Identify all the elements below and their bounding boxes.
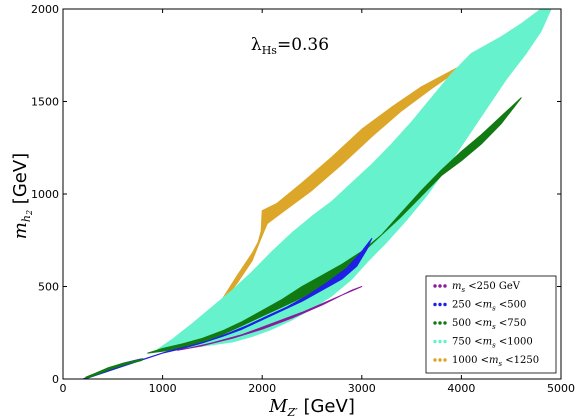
annotation-symbol: λ	[251, 35, 262, 55]
legend-marker	[443, 302, 447, 307]
legend-entry: 250 <ms <500	[433, 300, 526, 313]
x-axis-sub: Z′	[287, 406, 299, 419]
legend-box	[425, 275, 557, 374]
x-axis-title: MZ′ [GeV]	[268, 396, 355, 419]
legend-label: 250 <ms <500	[452, 300, 526, 313]
annotation-sub: Hs	[262, 44, 278, 57]
x-axis-ticks: 0 1000 2000 3000 4000 5000	[60, 9, 575, 395]
data-regions	[82, 8, 552, 380]
y-axis-ticks: 0 500 1000 1500 2000	[31, 3, 561, 386]
legend-marker	[433, 284, 437, 288]
series-region-5	[85, 358, 144, 379]
legend-marker	[438, 302, 442, 307]
legend-label: 750 <ms <1000	[452, 337, 533, 350]
x-tick-label: 2000	[248, 382, 276, 395]
y-axis-unit: [GeV]	[10, 153, 31, 210]
series-region-1	[157, 8, 552, 352]
y-tick-label: 500	[38, 281, 59, 294]
legend-marker	[438, 321, 442, 325]
legend-marker	[433, 358, 437, 362]
x-tick-label: 0	[60, 382, 67, 395]
y-axis-sub: h	[20, 215, 33, 222]
legend-entry: 1000 <ms <1250	[433, 355, 539, 368]
legend-marker	[433, 321, 437, 325]
legend-marker	[443, 358, 447, 362]
legend-entry: 500 <ms <750	[433, 318, 526, 331]
legend-label: 1000 <ms <1250	[452, 355, 539, 368]
x-axis-unit: [GeV]	[298, 396, 355, 417]
y-axis-main: m	[10, 222, 31, 239]
series-region-2	[147, 97, 522, 354]
legend-marker	[443, 284, 447, 288]
legend-marker	[433, 302, 437, 307]
y-tick-label: 2000	[31, 3, 59, 16]
legend-entry: ms <250 GeV	[433, 281, 521, 294]
legend-entry: 750 <ms <1000	[433, 337, 533, 350]
annotation-rest: =0.36	[277, 35, 329, 55]
legend-marker	[438, 339, 442, 344]
annotation-label: λHs=0.36	[251, 35, 329, 57]
legend-marker	[438, 284, 442, 288]
x-axis-main: M	[268, 396, 288, 417]
y-tick-label: 1000	[31, 188, 59, 201]
x-tick-label: 3000	[348, 382, 376, 395]
legend-label: 500 <ms <750	[452, 318, 526, 331]
y-axis-title: mh2 [GeV]	[10, 153, 34, 239]
legend-marker	[443, 339, 447, 344]
series-region-4	[177, 286, 363, 351]
legend-marker	[438, 358, 442, 362]
x-tick-label: 5000	[547, 382, 575, 395]
x-tick-label: 1000	[149, 382, 177, 395]
y-axis-subsub: 2	[25, 210, 34, 216]
y-tick-label: 1500	[31, 96, 59, 109]
legend-label: ms <250 GeV	[452, 281, 521, 294]
legend-marker	[433, 339, 437, 344]
legend: ms <250 GeV 250 <ms <500 500 <ms <750 750 <…	[425, 275, 557, 374]
legend-marker	[443, 321, 447, 325]
x-tick-label: 4000	[447, 382, 475, 395]
y-tick-label: 0	[52, 373, 59, 386]
